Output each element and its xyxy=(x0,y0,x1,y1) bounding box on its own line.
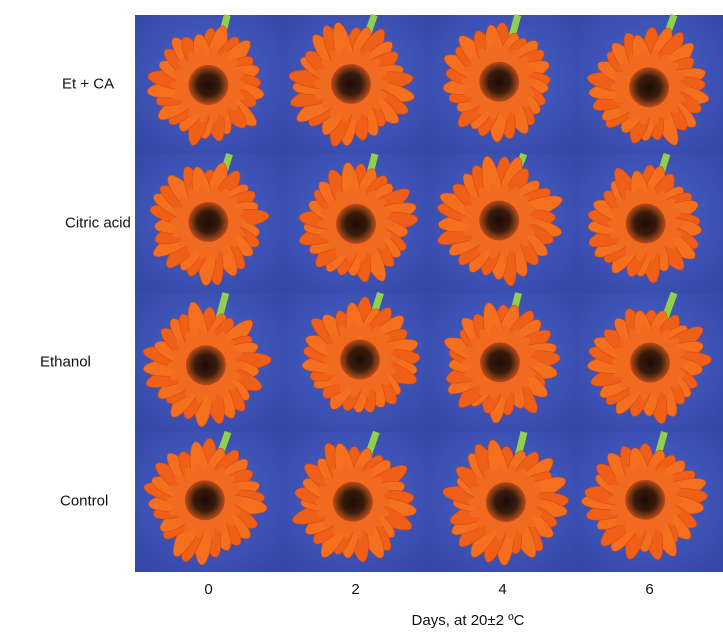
flower-photo xyxy=(429,292,577,433)
column-label: 2 xyxy=(351,581,359,598)
flower-photo xyxy=(429,152,577,294)
flower-center xyxy=(188,64,229,105)
flower-photo xyxy=(282,153,430,294)
flower-center xyxy=(332,481,373,522)
row-label: Control xyxy=(60,492,108,509)
row-label: Et + CA xyxy=(62,75,114,92)
flower-photo xyxy=(576,13,723,155)
flower-photo xyxy=(576,291,723,433)
column-label: 0 xyxy=(204,581,212,598)
row-label: Ethanol xyxy=(40,353,91,370)
flower-center xyxy=(625,203,666,244)
column-label: 4 xyxy=(498,581,506,598)
flower-center xyxy=(188,202,229,243)
flower-center xyxy=(629,67,670,108)
flower-center xyxy=(625,479,666,520)
flower-center xyxy=(479,61,520,102)
x-axis-label: Days, at 20±2 ºC xyxy=(412,612,525,629)
flower-photo xyxy=(135,430,283,572)
flower-center xyxy=(630,342,671,383)
flower-center xyxy=(336,203,377,244)
flower-photo xyxy=(429,431,577,572)
flower-photo xyxy=(429,14,577,155)
flower-photo xyxy=(576,152,723,294)
flower-photo xyxy=(282,13,430,155)
flower-center xyxy=(330,63,371,104)
flower-photo xyxy=(135,14,283,155)
photo-grid xyxy=(135,13,723,572)
flower-center xyxy=(339,339,380,380)
flower-center xyxy=(479,342,520,383)
flower-center xyxy=(485,482,526,523)
flower-photo xyxy=(135,152,283,294)
flower-photo xyxy=(282,291,430,433)
flower-photo xyxy=(282,430,430,572)
flower-photo xyxy=(576,431,723,572)
row-label: Citric acid xyxy=(65,214,131,231)
flower-photo xyxy=(135,292,283,433)
flower-center xyxy=(185,345,226,386)
column-label: 6 xyxy=(645,581,653,598)
flower-center xyxy=(479,200,520,241)
flower-center xyxy=(184,480,225,521)
